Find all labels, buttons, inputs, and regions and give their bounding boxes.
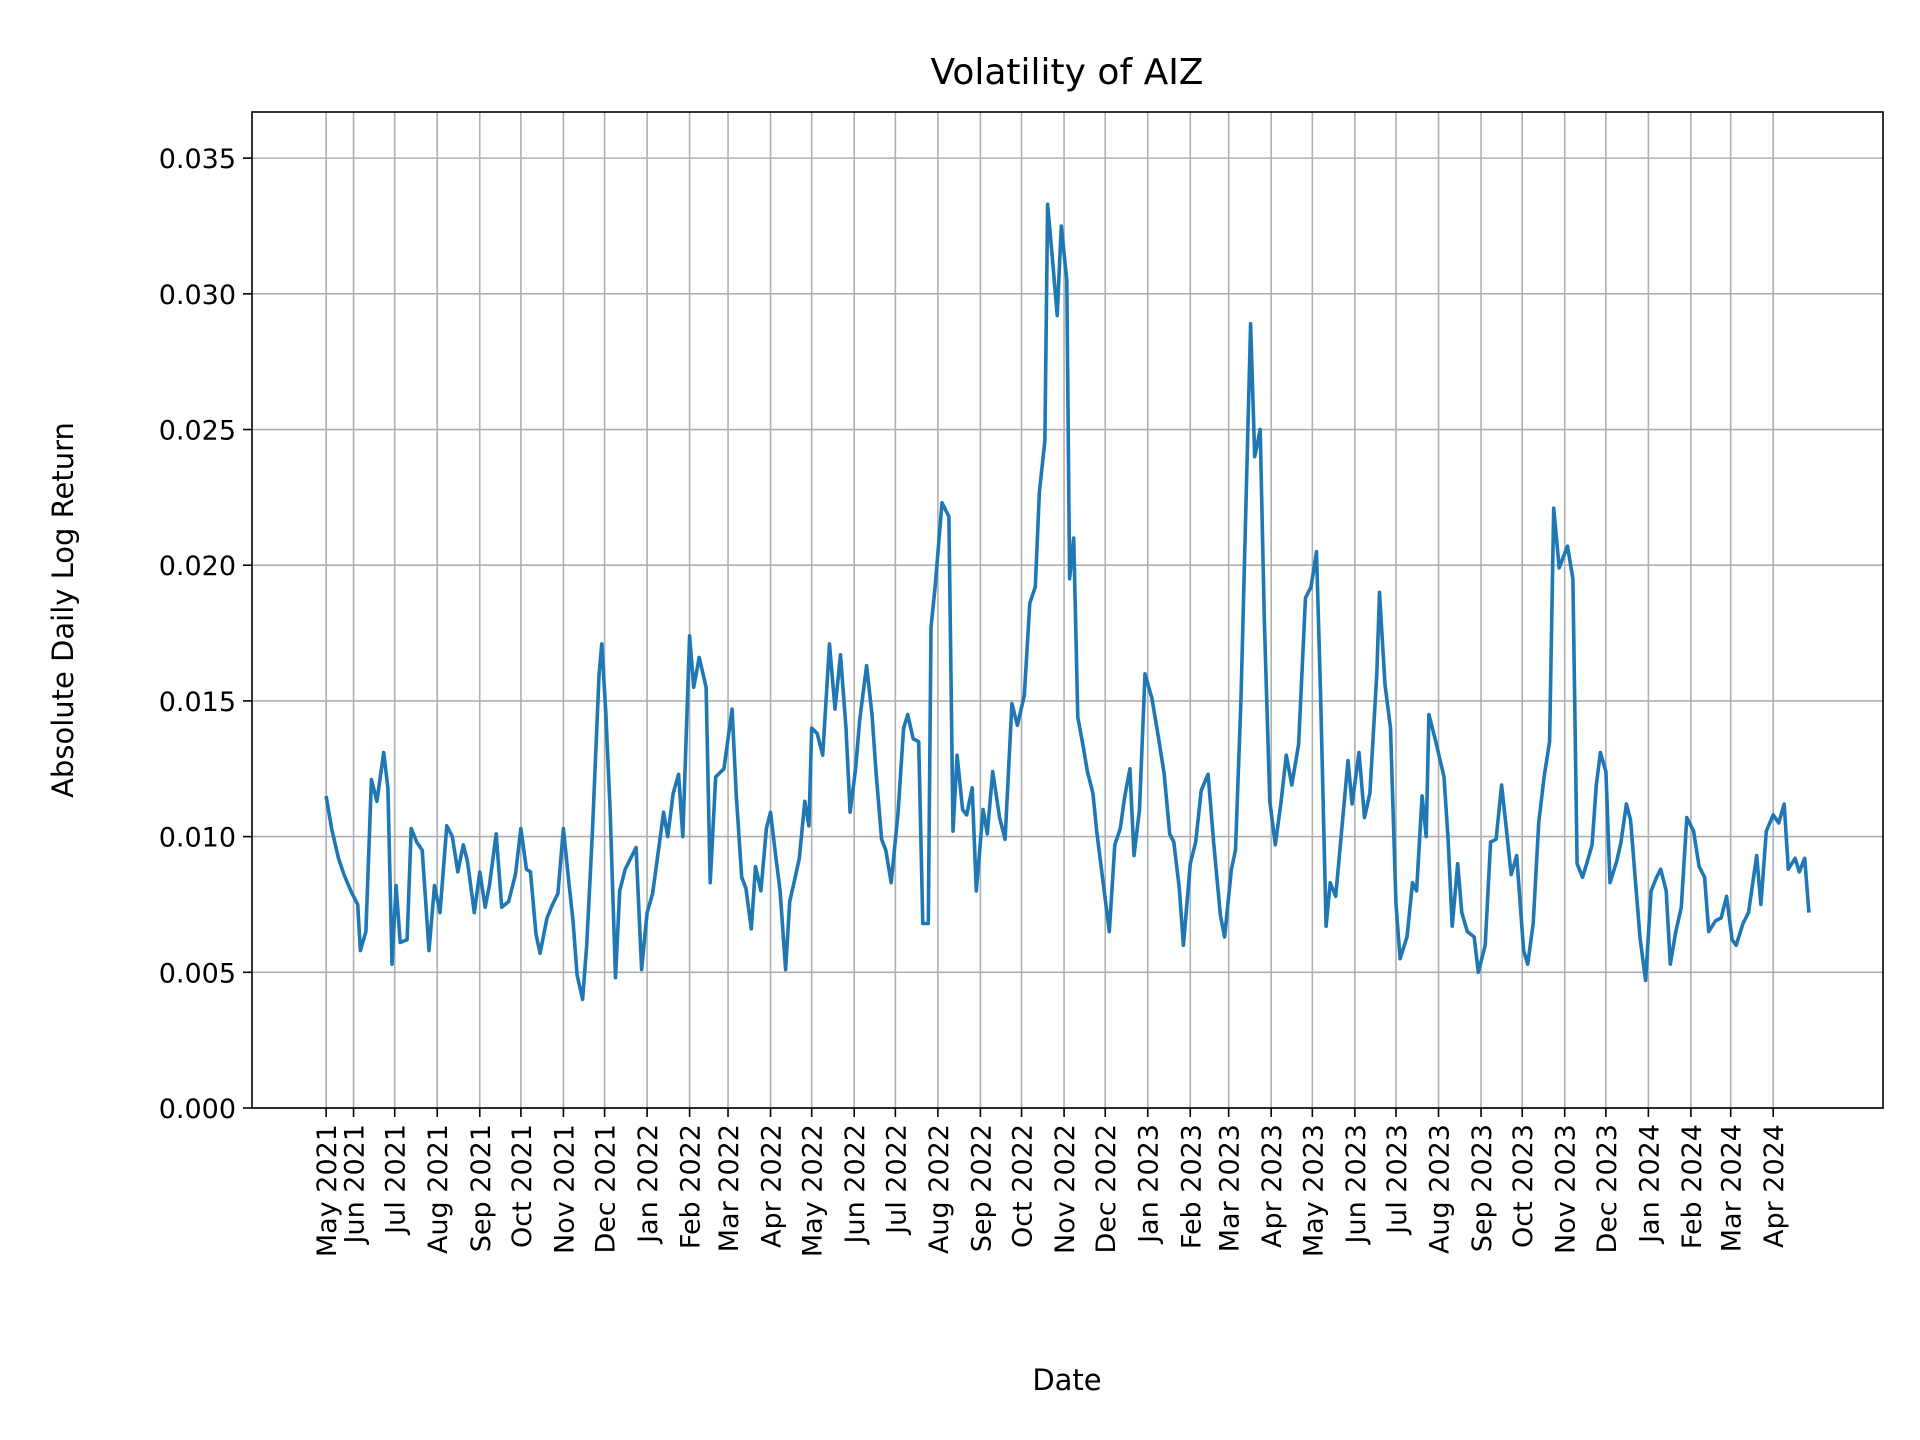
y-tick-label: 0.030 [159,280,236,311]
x-tick-label: Feb 2024 [1677,1124,1708,1249]
x-tick-label: Feb 2023 [1176,1124,1207,1249]
x-tick-label: Nov 2022 [1050,1124,1081,1254]
x-tick-label: Apr 2022 [757,1124,788,1248]
x-tick-label: Oct 2021 [507,1124,538,1248]
x-tick-label: Aug 2023 [1425,1124,1456,1254]
x-tick-label: Sep 2022 [966,1124,997,1252]
x-tick-label: Oct 2023 [1508,1124,1539,1248]
x-axis-label: Date [1032,1363,1101,1397]
x-tick-label: Jun 2022 [840,1124,871,1245]
x-tick-label: Jan 2024 [1634,1124,1665,1245]
x-tick-label: Mar 2023 [1215,1124,1246,1252]
x-tick-label: Nov 2021 [549,1124,580,1254]
y-tick-label: 0.020 [159,551,236,582]
x-tick-label: Jul 2022 [881,1124,912,1236]
x-tick-label: Aug 2022 [924,1124,955,1254]
x-tick-label: May 2021 [312,1124,343,1257]
grid [252,112,1883,1109]
x-tick-label: Dec 2021 [591,1124,622,1254]
x-tick-label: Jul 2023 [1382,1124,1413,1236]
x-tick-label: Apr 2023 [1257,1124,1288,1248]
x-tick-label: Jan 2022 [633,1124,664,1245]
x-tick-label: Jun 2023 [1341,1124,1372,1245]
x-tick-label: Apr 2024 [1759,1124,1790,1248]
x-tick-label: Sep 2023 [1467,1124,1498,1252]
y-tick-label: 0.005 [159,958,236,989]
x-tick-label: Feb 2022 [676,1124,707,1249]
y-tick-label: 0.000 [159,1094,236,1125]
x-tick-label: Oct 2022 [1008,1124,1039,1248]
ticks: 0.000 0.005 0.010 0.015 0.020 0.025 0.030 0.035… [159,144,1790,1257]
x-tick-label: Jul 2021 [381,1124,412,1236]
y-tick-label: 0.025 [159,416,236,447]
series-line [324,202,1811,1002]
y-axis-label: Absolute Daily Log Return [46,422,80,798]
x-tick-label: Dec 2022 [1091,1124,1122,1254]
x-tick-label: Jan 2023 [1134,1124,1165,1245]
plot-frame [251,111,1884,1109]
x-tick-label: Nov 2023 [1551,1124,1582,1254]
x-tick-label: Mar 2022 [714,1124,745,1252]
chart-title: Volatility of AIZ [931,52,1204,93]
x-tick-label: May 2022 [798,1124,829,1257]
x-tick-label: Mar 2024 [1717,1124,1748,1252]
y-tick-label: 0.010 [159,823,236,854]
x-tick-label: Jun 2021 [340,1124,371,1245]
x-tick-label: Dec 2023 [1592,1124,1623,1254]
x-tick-label: Sep 2021 [466,1124,497,1252]
y-tick-label: 0.035 [159,144,236,175]
x-tick-label: May 2023 [1298,1124,1329,1257]
x-tick-label: Aug 2021 [423,1124,454,1254]
y-tick-label: 0.015 [159,687,236,718]
